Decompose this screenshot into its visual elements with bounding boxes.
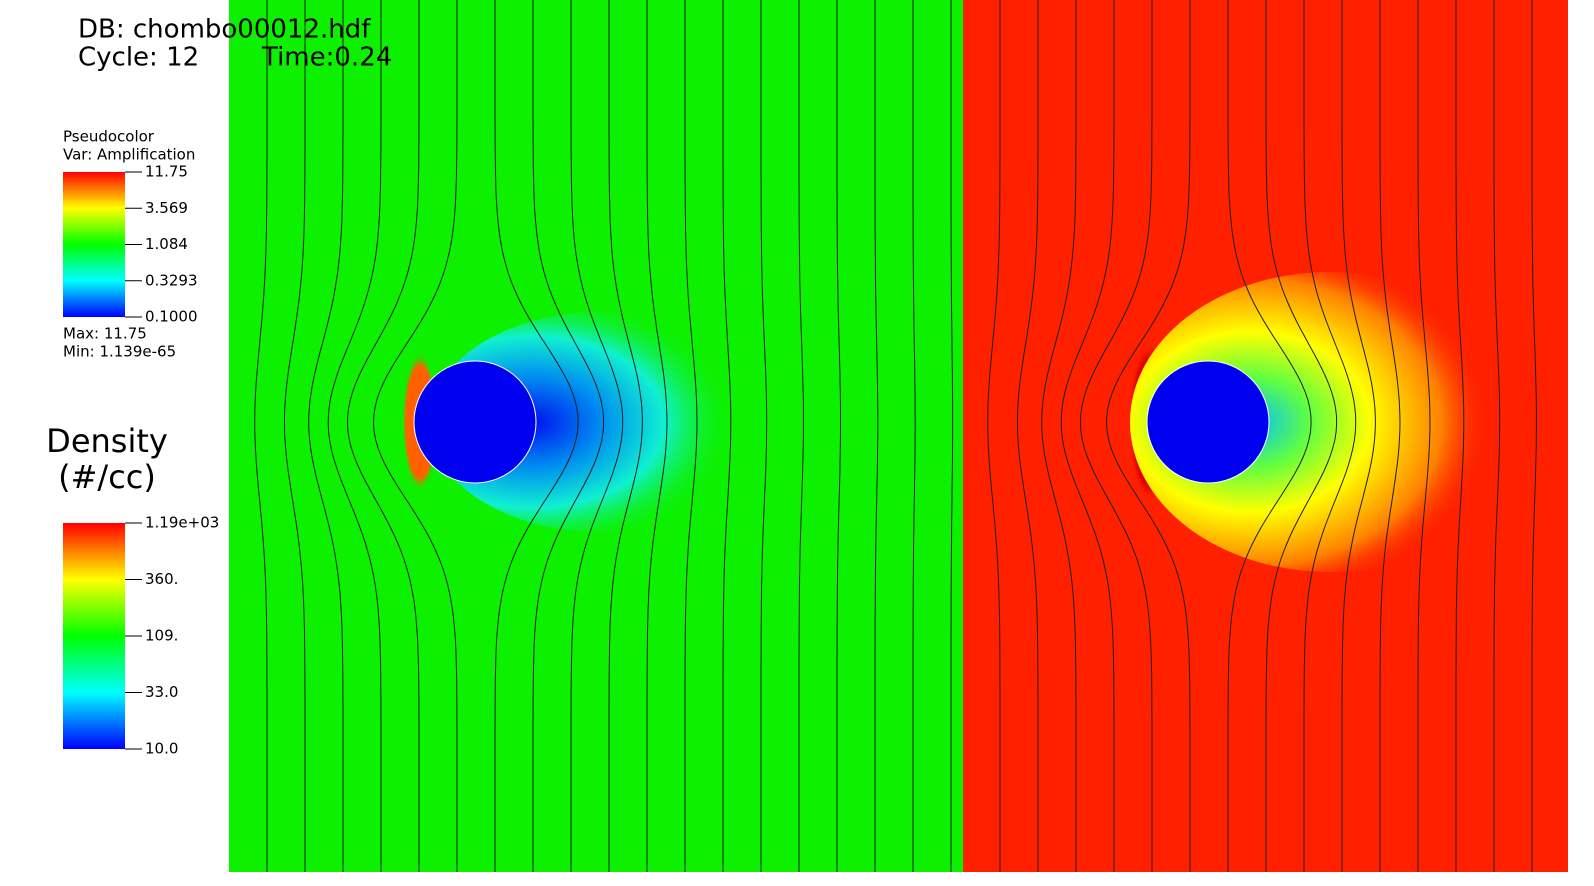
streamline (1227, 0, 1312, 872)
streamline (346, 0, 420, 872)
obstacle (1146, 360, 1270, 484)
tick-label: 0.1000 (145, 308, 198, 326)
streamline (987, 0, 1001, 872)
streamline (646, 0, 668, 872)
tick-label: 109. (145, 627, 178, 645)
wake (1130, 272, 1530, 572)
wake (430, 312, 770, 532)
cycle-label: Cycle: 12 (78, 43, 199, 73)
legend-max: Max: 11.75 (63, 325, 147, 343)
legend-var: Var: Amplification (63, 146, 195, 164)
streamline (1493, 0, 1501, 872)
streamline (308, 0, 344, 872)
tick-label: 360. (145, 570, 178, 588)
color-bar (63, 172, 125, 317)
streamline (722, 0, 732, 872)
streamline (1341, 0, 1376, 872)
streamline (760, 0, 768, 872)
streamline (570, 0, 624, 872)
streamline (912, 0, 916, 872)
color-bar (63, 523, 125, 749)
streamline (494, 0, 579, 872)
tick-label: 33.0 (145, 683, 178, 701)
streamline (284, 0, 306, 872)
streamline (1265, 0, 1338, 872)
legend-title: Pseudocolor (63, 128, 155, 146)
legend-min: Min: 1.139e-65 (63, 343, 176, 361)
tick-label: 0.3293 (145, 271, 198, 289)
streamline (1531, 0, 1537, 872)
streamline (874, 0, 879, 872)
streamline (372, 0, 458, 872)
streamline (1303, 0, 1357, 872)
streamline (1079, 0, 1153, 872)
db-label: DB: chombo00012.hdf (78, 15, 371, 45)
streamline (1379, 0, 1401, 872)
tick-label: 11.75 (145, 163, 188, 181)
streamline (950, 0, 954, 872)
tick-label: 10.0 (145, 740, 178, 758)
streamline (836, 0, 841, 872)
time-label: Time:0.24 (261, 43, 392, 73)
streamline (532, 0, 605, 872)
tick-label: 1.19e+03 (145, 514, 219, 532)
legend-units: (#/cc) (58, 458, 156, 496)
streamline (684, 0, 698, 872)
streamline (1060, 0, 1115, 872)
streamline (1105, 0, 1191, 872)
streamline (254, 0, 268, 872)
tick-label: 1.084 (145, 235, 188, 253)
streamline (608, 0, 643, 872)
legend-title: Density (46, 422, 168, 460)
streamline (327, 0, 382, 872)
streamline (1455, 0, 1465, 872)
streamline (798, 0, 804, 872)
tick-label: 3.569 (145, 199, 188, 217)
streamline (1417, 0, 1431, 872)
obstacle (413, 360, 537, 484)
streamline (1017, 0, 1039, 872)
streamline (1041, 0, 1077, 872)
